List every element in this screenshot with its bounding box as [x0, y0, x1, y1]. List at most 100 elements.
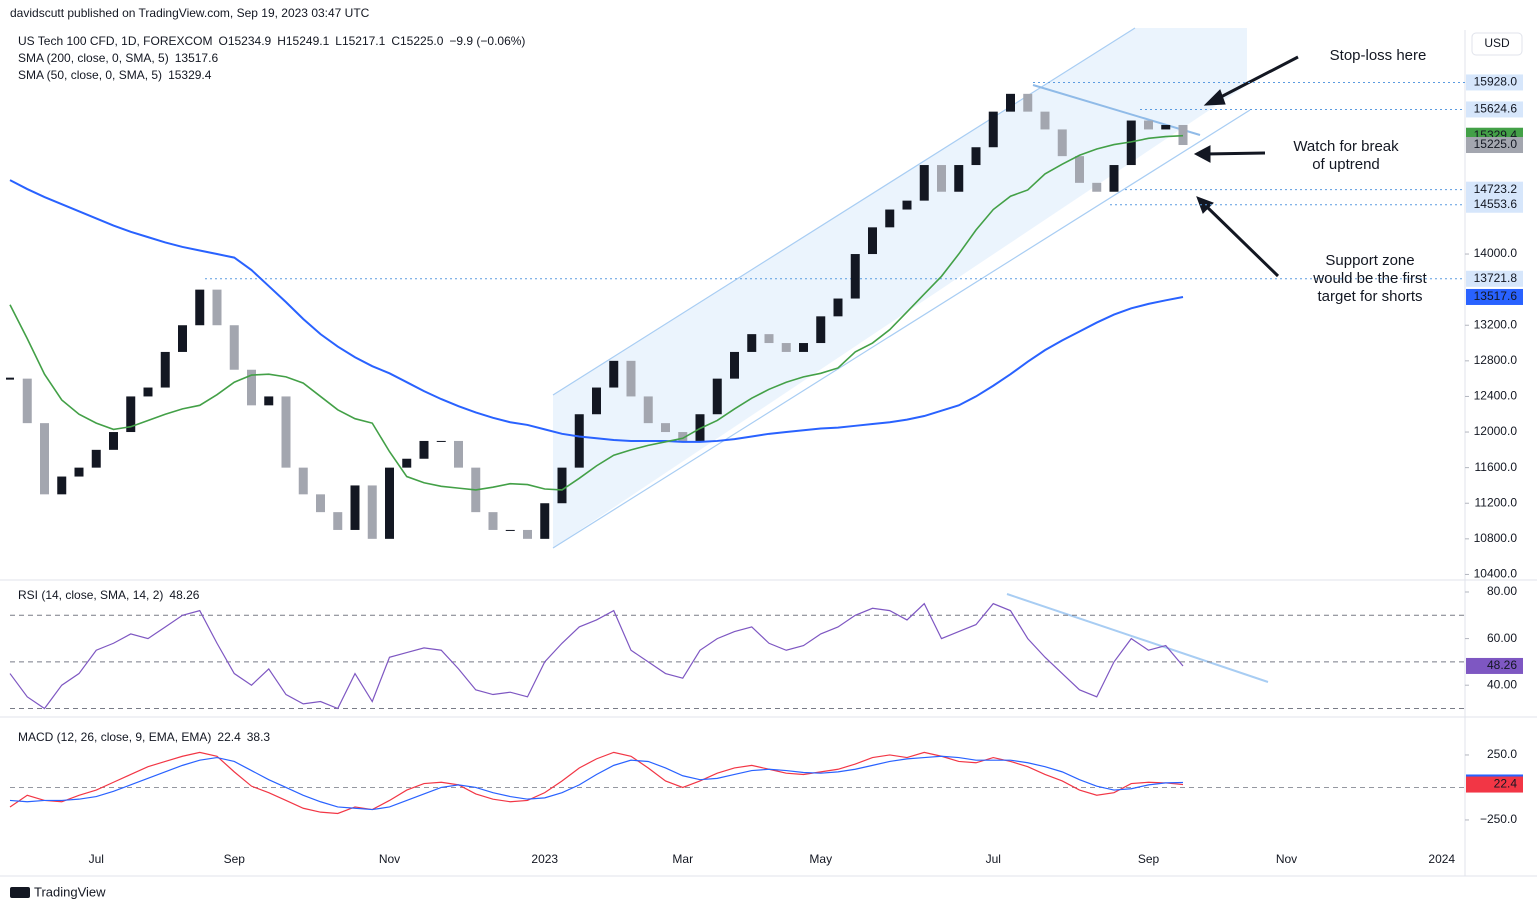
legend-text: RSI (14, close, SMA, 14, 2) — [18, 588, 163, 602]
legend-text: H15249.1 — [277, 34, 329, 48]
candle — [557, 467, 567, 504]
candle — [988, 111, 998, 148]
candle — [1161, 124, 1171, 130]
candle — [799, 343, 808, 352]
last-value-label: 15225.0 — [1474, 137, 1518, 151]
currency: USD — [1484, 36, 1510, 50]
arrow-head — [1193, 145, 1211, 163]
candle — [678, 432, 688, 441]
last-value-box — [1466, 288, 1523, 305]
candle — [626, 360, 636, 397]
level-label: 14553.6 — [1474, 197, 1518, 211]
candle — [850, 254, 860, 299]
candle — [1092, 182, 1102, 192]
arrow — [1214, 55, 1299, 102]
candle — [747, 334, 757, 352]
candle — [712, 378, 722, 415]
legend-text: SMA (200, close, 0, SMA, 5) — [18, 51, 169, 65]
candle — [1126, 120, 1136, 166]
candle — [868, 227, 877, 255]
candle — [574, 414, 584, 468]
descending-trendline — [1032, 84, 1201, 136]
candle — [229, 325, 239, 370]
x-tick-label: 2023 — [531, 852, 558, 866]
candle — [281, 396, 291, 468]
candle — [195, 289, 205, 326]
candle — [1023, 93, 1033, 112]
level-label: 15928.0 — [1474, 75, 1518, 89]
candle — [1178, 124, 1188, 146]
level-label: 14723.2 — [1474, 182, 1518, 196]
candle — [454, 440, 463, 468]
x-tick-label: Sep — [224, 852, 246, 866]
x-tick-label: Mar — [672, 852, 693, 866]
candle — [178, 325, 187, 352]
candle — [436, 440, 446, 442]
annotation: would be the first — [1312, 270, 1427, 287]
candle — [160, 351, 170, 388]
y-tick-label: 250.0 — [1487, 747, 1517, 761]
candle — [143, 387, 153, 397]
candle — [505, 529, 515, 531]
arrow — [1203, 203, 1280, 278]
last-value-box — [1466, 657, 1523, 674]
candle — [264, 396, 274, 406]
y-tick-label: 40.00 — [1487, 677, 1517, 691]
candle — [367, 485, 377, 539]
candle — [109, 432, 118, 450]
currency-box[interactable] — [1471, 32, 1523, 56]
annotation: Stop-loss here — [1330, 47, 1427, 64]
candle — [1109, 165, 1119, 192]
candle — [643, 396, 653, 424]
candle — [488, 512, 498, 530]
level-label: 15624.6 — [1474, 102, 1518, 116]
candle — [919, 165, 929, 201]
signal-line — [9, 755, 1184, 811]
y-tick-label: 13200.0 — [1474, 317, 1518, 331]
candle — [402, 458, 412, 468]
candle — [1057, 129, 1067, 157]
candle — [885, 209, 895, 228]
legend-text: C15225.0 — [391, 34, 443, 48]
channel-upper — [552, 27, 1136, 396]
last-value-box — [1466, 776, 1523, 793]
last-value-box — [1466, 137, 1523, 154]
brand-logo — [10, 887, 30, 898]
candle — [247, 369, 256, 406]
x-tick-label: May — [809, 852, 832, 866]
candle — [40, 423, 49, 495]
annotation: of uptrend — [1312, 156, 1380, 173]
candle — [126, 396, 136, 433]
candle — [592, 387, 601, 415]
candle — [74, 467, 84, 477]
candle — [937, 165, 946, 192]
candle — [1040, 111, 1050, 130]
y-tick-label: 12000.0 — [1474, 424, 1518, 438]
candle — [419, 440, 429, 459]
candle — [695, 414, 705, 441]
annotation: Support zone — [1325, 252, 1414, 269]
legend-text: O15234.9 — [219, 34, 272, 48]
annotation: target for shorts — [1317, 288, 1422, 305]
candle — [212, 289, 222, 326]
candle — [902, 200, 912, 210]
candle — [1006, 93, 1015, 112]
y-tick-label: 11600.0 — [1475, 460, 1518, 474]
candle — [1075, 156, 1084, 183]
legend-text: SMA (50, close, 0, SMA, 5) — [18, 68, 162, 82]
candle — [298, 467, 308, 495]
legend-text: 22.4 — [217, 730, 241, 744]
legend-text: −9.9 (−0.06%) — [449, 34, 525, 48]
candle — [385, 467, 394, 539]
rsi-trendline — [1006, 593, 1269, 683]
legend-text: MACD (12, 26, close, 9, EMA, EMA) — [18, 730, 211, 744]
candle — [816, 316, 826, 344]
legend-text: US Tech 100 CFD, 1D, FOREXCOM — [18, 34, 213, 48]
legend-text: L15217.1 — [335, 34, 385, 48]
y-tick-label: 11200.0 — [1475, 495, 1518, 509]
candle — [781, 343, 791, 352]
x-tick-label: 2024 — [1428, 852, 1455, 866]
last-value-label: 22.4 — [1494, 777, 1518, 791]
